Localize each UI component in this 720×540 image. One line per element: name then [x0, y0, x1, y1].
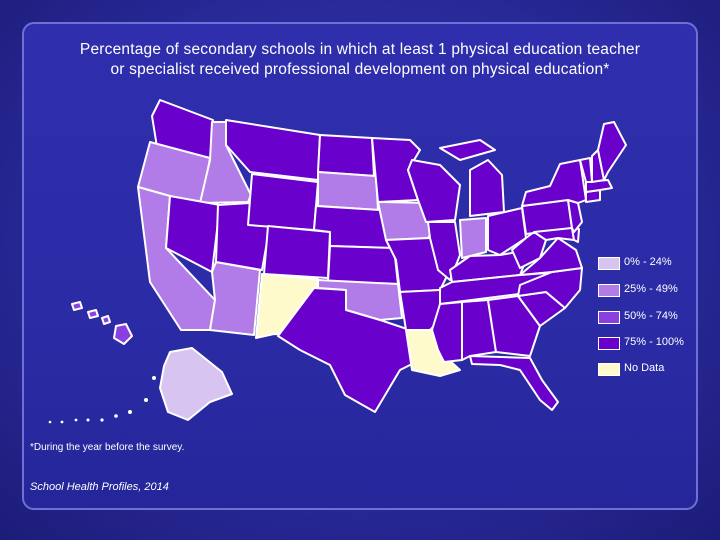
legend-swatch-3 [598, 337, 620, 350]
state-MI [439, 139, 505, 217]
state-TX [277, 287, 421, 413]
aleutian-islands [48, 376, 156, 424]
state-KS [327, 245, 399, 285]
source-citation: School Health Profiles, 2014 [30, 481, 169, 493]
state-WY [247, 173, 319, 231]
legend-item-0: 0% - 24% [598, 254, 698, 274]
state-CO [263, 225, 331, 279]
legend-swatch-0 [598, 257, 620, 270]
state-ME [597, 121, 627, 181]
state-AK [159, 347, 233, 421]
state-IL [427, 221, 461, 281]
state-OH [487, 207, 527, 256]
map-title: Percentage of secondary schools in which… [30, 40, 690, 80]
state-AL [461, 299, 497, 361]
state-HI [71, 301, 133, 345]
title-line-2: or specialist received professional deve… [110, 61, 610, 78]
legend-swatch-4 [598, 363, 620, 376]
legend-item-2: 50% - 74% [598, 308, 698, 328]
legend-item-4: No Data [598, 360, 698, 380]
title-line-1: Percentage of secondary schools in which… [79, 41, 641, 58]
legend-label-2: 50% - 74% [624, 310, 678, 322]
state-SD [317, 171, 379, 211]
state-MT [225, 119, 321, 181]
legend-item-3: 75% - 100% [598, 334, 698, 354]
state-GA [487, 295, 541, 357]
legend-swatch-1 [598, 284, 620, 297]
state-IN [459, 217, 487, 259]
legend-label-4: No Data [624, 362, 665, 374]
state-NY [521, 159, 587, 207]
legend-swatch-2 [598, 311, 620, 324]
legend-label-3: 75% - 100% [624, 336, 684, 348]
state-MD [533, 227, 575, 241]
footnote: *During the year before the survey. [30, 442, 185, 453]
legend-label-0: 0% - 24% [624, 256, 672, 268]
legend-item-1: 25% - 49% [598, 281, 698, 301]
state-FL [469, 355, 559, 411]
state-AZ [209, 261, 261, 336]
legend-label-1: 25% - 49% [624, 283, 678, 295]
state-ND [317, 134, 375, 177]
